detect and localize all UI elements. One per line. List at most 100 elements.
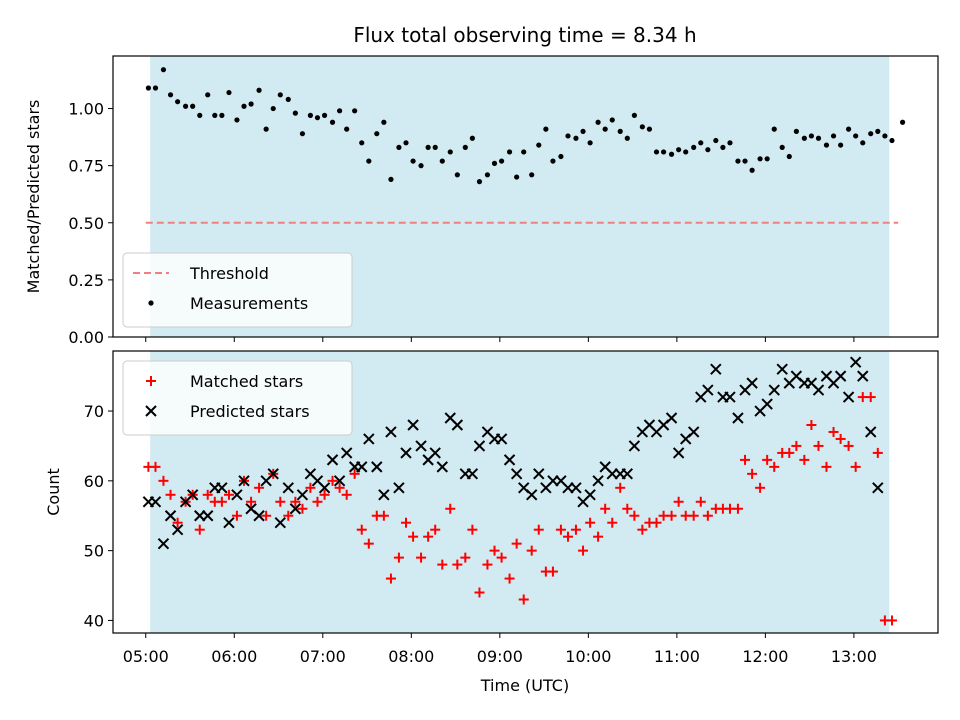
predicted-star-point xyxy=(466,468,479,480)
predicted-star-point xyxy=(436,461,448,473)
x-tick-label: 09:00 xyxy=(477,647,523,666)
data-point xyxy=(595,119,601,125)
bottom-plot-area xyxy=(142,356,897,626)
predicted-star-point xyxy=(592,475,604,487)
predicted-star-point xyxy=(812,384,825,396)
predicted-star-point xyxy=(473,440,486,452)
matched-star-point xyxy=(799,454,810,465)
data-point xyxy=(705,147,711,153)
matched-star-point xyxy=(872,447,883,458)
legend-label: Threshold xyxy=(189,264,269,283)
matched-star-point xyxy=(445,503,456,514)
data-point xyxy=(757,156,763,162)
matched-star-point xyxy=(835,433,846,444)
matched-star-point xyxy=(865,392,876,403)
matched-star-point xyxy=(467,524,478,535)
predicted-star-point xyxy=(326,454,339,466)
x-tick-label: 07:00 xyxy=(300,647,346,666)
matched-star-point xyxy=(275,496,286,507)
matched-star-point xyxy=(740,454,751,465)
data-point xyxy=(145,85,152,91)
data-point xyxy=(410,158,416,164)
matched-star-point xyxy=(504,573,515,584)
top-plot-area xyxy=(145,67,906,224)
predicted-star-point xyxy=(865,426,877,438)
matched-star-point xyxy=(806,419,817,430)
data-point xyxy=(558,153,564,160)
data-point xyxy=(565,133,571,139)
data-point xyxy=(868,131,874,137)
data-point xyxy=(469,135,475,141)
matched-star-point xyxy=(172,517,183,528)
data-point xyxy=(299,131,306,137)
data-point xyxy=(506,149,513,155)
predicted-star-point xyxy=(371,461,383,473)
matched-star-point xyxy=(349,468,360,479)
data-point xyxy=(344,126,350,132)
data-point xyxy=(587,140,593,146)
y-tick-label: 0.75 xyxy=(68,157,104,176)
y-tick-label: 50 xyxy=(84,542,104,561)
bottom-panel: 40 50 60 70 05:00 06:00 07:00 08:00 09:00 10:00 11… xyxy=(44,350,939,666)
data-point xyxy=(889,137,895,144)
matched-star-point xyxy=(334,482,345,493)
matched-star-point xyxy=(585,517,596,528)
data-point xyxy=(875,128,881,134)
matched-star-point xyxy=(570,524,581,535)
predicted-star-point xyxy=(223,517,235,529)
bottom-legend: Matched stars Predicted stars xyxy=(122,360,353,436)
matched-star-point xyxy=(555,524,566,535)
data-point xyxy=(660,149,667,155)
legend-box xyxy=(122,360,353,436)
matched-star-point xyxy=(489,545,500,556)
data-point xyxy=(735,158,741,164)
matched-star-point xyxy=(843,440,854,451)
data-point xyxy=(793,128,799,134)
x-tick-label: 13:00 xyxy=(831,647,877,666)
predicted-star-point xyxy=(238,475,250,487)
data-point xyxy=(374,131,380,137)
x-tick-label: 11:00 xyxy=(654,647,700,666)
data-point xyxy=(609,117,615,123)
predicted-star-point xyxy=(872,482,884,494)
data-point xyxy=(853,133,859,139)
data-point xyxy=(167,92,174,98)
predicted-star-point xyxy=(849,356,862,368)
matched-star-point xyxy=(762,454,773,465)
matched-star-point xyxy=(622,503,633,514)
legend-label: Predicted stars xyxy=(190,402,310,421)
data-point xyxy=(277,92,283,98)
x-axis-label: Time (UTC) xyxy=(480,676,569,695)
data-point xyxy=(388,176,394,182)
data-point xyxy=(676,147,682,153)
predicted-star-point xyxy=(393,482,405,494)
data-point xyxy=(801,135,807,141)
predicted-star-point xyxy=(533,468,545,480)
predicted-star-point xyxy=(171,523,184,536)
y-tick-label: 70 xyxy=(84,402,104,421)
data-point xyxy=(823,142,830,148)
matched-star-point xyxy=(290,496,301,507)
matched-star-point xyxy=(363,538,374,549)
matched-star-point xyxy=(732,503,743,514)
data-point xyxy=(786,153,792,160)
data-point xyxy=(418,163,424,169)
y-tick-label: 1.00 xyxy=(68,100,104,119)
data-point xyxy=(529,172,535,178)
predicted-star-point xyxy=(149,496,162,508)
matched-star-point xyxy=(165,489,176,500)
matched-star-point xyxy=(254,482,265,493)
data-point xyxy=(256,87,262,93)
data-point xyxy=(639,124,645,130)
top-legend: Threshold Measurements xyxy=(122,252,353,328)
predicted-star-point xyxy=(834,370,847,382)
data-point xyxy=(292,110,298,116)
matched-star-point xyxy=(327,475,338,486)
predicted-star-point xyxy=(202,510,214,522)
matched-star-point xyxy=(194,524,205,535)
data-point xyxy=(484,172,491,178)
matched-star-point xyxy=(607,517,618,528)
data-point xyxy=(845,126,852,132)
data-point xyxy=(521,149,527,155)
